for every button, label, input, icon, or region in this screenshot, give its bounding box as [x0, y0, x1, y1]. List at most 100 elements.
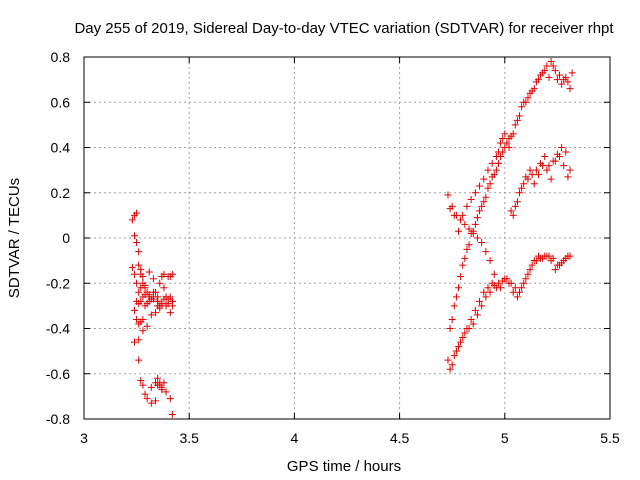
- data-point-late-track-high: [465, 241, 473, 249]
- data-point-late-track-low: [476, 297, 484, 305]
- y-tick-label: -0.6: [46, 366, 70, 382]
- data-point-early-cluster: [160, 284, 168, 292]
- data-point-early-cluster: [135, 300, 143, 308]
- data-point-early-cluster: [135, 288, 143, 296]
- data-point-late-track-mid: [450, 211, 458, 219]
- data-point-late-track-mid: [530, 180, 538, 188]
- data-point-late-track-high: [564, 78, 572, 86]
- data-point-early-cluster: [164, 272, 172, 280]
- data-point-late-track-high: [492, 166, 500, 174]
- data-point-late-track-mid: [488, 159, 496, 167]
- data-point-late-track-high: [513, 116, 521, 124]
- data-point-late-track-high: [459, 261, 467, 269]
- data-point-late-track-low: [564, 252, 572, 260]
- data-point-late-track-mid: [501, 130, 509, 138]
- data-point-late-track-low: [513, 293, 521, 301]
- data-point-late-track-low: [526, 266, 534, 274]
- data-point-early-cluster: [130, 306, 138, 314]
- data-point-late-track-mid: [547, 175, 555, 183]
- data-point-early-cluster: [166, 293, 174, 301]
- data-point-late-track-mid: [494, 148, 502, 156]
- data-point-early-cluster: [168, 410, 176, 418]
- data-point-late-track-mid: [566, 166, 574, 174]
- data-point-early-cluster: [133, 315, 141, 323]
- y-tick-label: -0.8: [46, 411, 70, 427]
- data-point-late-track-low: [511, 284, 519, 292]
- data-point-late-track-high: [484, 184, 492, 192]
- y-axis-label: SDTVAR / TECUs: [6, 178, 23, 298]
- data-point-late-track-low: [556, 261, 564, 269]
- data-point-early-cluster: [152, 397, 160, 405]
- data-point-early-cluster: [160, 379, 168, 387]
- x-tick-label: 5: [501, 430, 509, 446]
- y-tick-label: -0.2: [46, 275, 70, 291]
- data-point-late-track-mid: [459, 211, 467, 219]
- data-point-early-cluster: [147, 399, 155, 407]
- data-point-late-track-low: [461, 329, 469, 337]
- data-point-early-cluster: [139, 327, 147, 335]
- data-point-late-track-mid: [562, 148, 570, 156]
- data-point-early-cluster: [130, 270, 138, 278]
- data-point-late-track-low: [459, 334, 467, 342]
- data-point-late-track-high: [541, 67, 549, 75]
- data-point-late-track-low: [539, 254, 547, 262]
- data-point-late-track-mid: [532, 166, 540, 174]
- data-point-late-track-high: [537, 71, 545, 79]
- data-point-late-track-mid: [482, 248, 490, 256]
- data-point-late-track-high: [547, 58, 555, 66]
- data-point-late-track-high: [553, 76, 561, 84]
- data-point-late-track-high: [486, 180, 494, 188]
- data-point-late-track-high: [478, 202, 486, 210]
- data-point-late-track-mid: [497, 139, 505, 147]
- data-point-late-track-mid: [484, 166, 492, 174]
- data-points: [128, 58, 576, 418]
- data-point-late-track-high: [566, 85, 574, 93]
- data-point-early-cluster: [139, 381, 147, 389]
- data-point-late-track-high: [480, 198, 488, 206]
- data-point-early-cluster: [141, 291, 149, 299]
- data-point-late-track-mid: [499, 134, 507, 142]
- data-point-late-track-high: [545, 73, 553, 81]
- data-point-late-track-low: [455, 343, 463, 351]
- data-point-early-cluster: [158, 383, 166, 391]
- x-tick-label: 3: [80, 430, 88, 446]
- data-point-late-track-mid: [505, 144, 513, 151]
- data-point-early-cluster: [141, 282, 149, 290]
- data-point-early-cluster: [133, 209, 141, 217]
- data-point-late-track-high: [549, 62, 557, 70]
- data-point-late-track-high: [516, 112, 524, 120]
- data-point-late-track-mid: [560, 162, 568, 170]
- data-point-late-track-mid: [457, 216, 465, 224]
- y-tick-label: -0.4: [46, 321, 70, 337]
- data-point-early-cluster: [135, 356, 143, 364]
- data-point-late-track-mid: [467, 196, 475, 204]
- data-point-late-track-low: [551, 266, 559, 274]
- data-point-late-track-mid: [503, 139, 511, 147]
- data-point-early-cluster: [141, 302, 149, 310]
- data-point-late-track-mid: [444, 191, 452, 199]
- data-point-late-track-low: [547, 257, 555, 265]
- data-point-late-track-low: [528, 261, 536, 269]
- data-point-late-track-low: [534, 252, 542, 260]
- data-point-late-track-mid: [534, 171, 542, 179]
- data-point-early-cluster: [160, 295, 168, 303]
- data-point-early-cluster: [137, 284, 145, 292]
- data-point-late-track-low: [480, 288, 488, 296]
- data-point-early-cluster: [149, 275, 157, 283]
- data-point-late-track-mid: [455, 227, 463, 235]
- data-point-late-track-mid: [471, 189, 479, 197]
- data-point-late-track-high: [457, 272, 465, 280]
- data-point-early-cluster: [145, 268, 153, 276]
- data-point-late-track-high: [446, 325, 454, 332]
- data-point-late-track-mid: [545, 162, 553, 170]
- y-tick-label: 0.8: [51, 49, 71, 65]
- data-point-late-track-high: [551, 67, 559, 75]
- data-point-early-cluster: [147, 311, 155, 319]
- data-point-late-track-high: [568, 69, 576, 77]
- data-point-late-track-mid: [556, 153, 564, 161]
- data-point-late-track-mid: [543, 166, 551, 174]
- data-point-late-track-low: [518, 284, 526, 292]
- data-point-early-cluster: [130, 232, 138, 240]
- data-point-early-cluster: [145, 293, 153, 301]
